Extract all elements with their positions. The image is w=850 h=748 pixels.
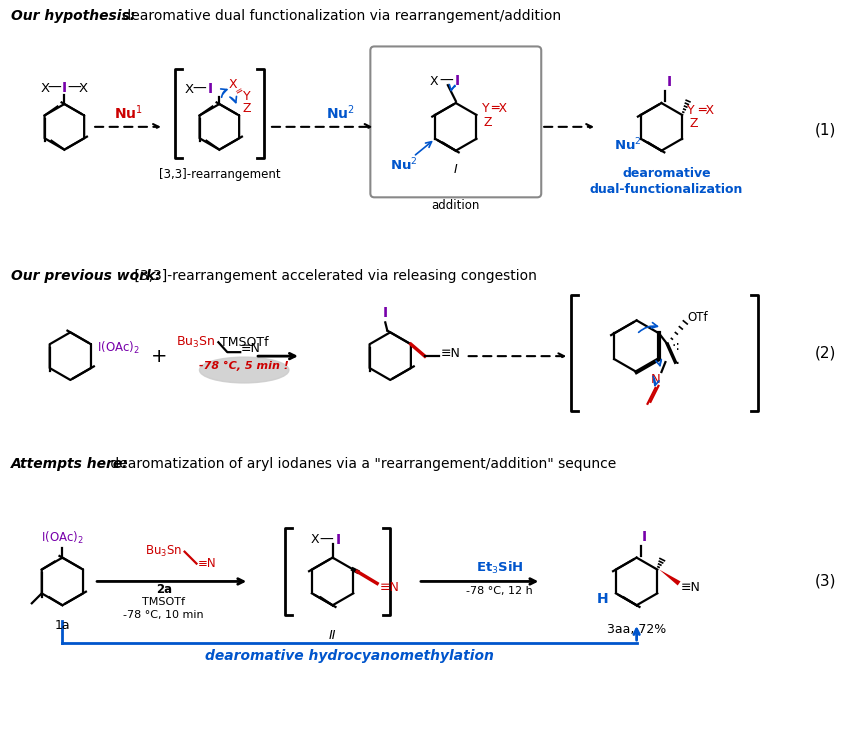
Text: I: I: [454, 162, 457, 176]
Text: I(OAc)$_2$: I(OAc)$_2$: [97, 340, 140, 356]
Text: -78 °C, 10 min: -78 °C, 10 min: [123, 610, 204, 620]
Text: (2): (2): [814, 346, 836, 361]
Text: Nu$^1$: Nu$^1$: [114, 104, 143, 122]
Text: Bu$_3$Sn: Bu$_3$Sn: [145, 544, 182, 560]
Text: ≡N: ≡N: [197, 557, 216, 570]
Text: —: —: [439, 74, 453, 88]
Text: Nu$^2$: Nu$^2$: [389, 156, 417, 173]
Text: [3,3]-rearrangement: [3,3]-rearrangement: [159, 168, 280, 180]
Text: I: I: [336, 533, 341, 547]
Polygon shape: [660, 569, 681, 586]
Text: 1a: 1a: [54, 619, 71, 632]
Text: Z: Z: [243, 102, 252, 115]
Text: ·:: ·:: [672, 339, 680, 353]
Text: I: I: [382, 307, 388, 320]
Text: +: +: [150, 346, 167, 366]
Text: Z: Z: [484, 117, 492, 129]
Text: OTf: OTf: [688, 311, 708, 324]
Text: —: —: [193, 82, 207, 96]
Text: X: X: [79, 82, 88, 95]
Text: I: I: [667, 75, 672, 89]
Text: Our previous work:: Our previous work:: [11, 269, 161, 283]
Text: 2a: 2a: [156, 583, 172, 596]
Text: dearomatization of aryl iodanes via a "rearrangement/addition" sequnce: dearomatization of aryl iodanes via a "r…: [106, 457, 616, 471]
Text: ≡N: ≡N: [440, 346, 461, 360]
Text: Attempts here:: Attempts here:: [11, 457, 128, 471]
Text: Nu$^2$: Nu$^2$: [326, 104, 355, 122]
Text: X: X: [41, 82, 50, 95]
Text: I(OAc)$_2$: I(OAc)$_2$: [41, 530, 84, 546]
Text: N: N: [650, 373, 660, 387]
Text: Z: Z: [689, 117, 698, 130]
Text: dearomative hydrocyanomethylation: dearomative hydrocyanomethylation: [205, 649, 494, 663]
Text: Our hypothesis:: Our hypothesis:: [11, 9, 135, 22]
Text: I: I: [642, 530, 647, 544]
Text: ≡N: ≡N: [681, 581, 701, 594]
Text: I: I: [208, 82, 213, 96]
Text: addition: addition: [432, 199, 480, 212]
Text: —: —: [67, 81, 82, 95]
Text: Et$_3$SiH: Et$_3$SiH: [476, 560, 524, 576]
Text: TMSOTf: TMSOTf: [142, 598, 185, 607]
Text: Y: Y: [688, 105, 695, 117]
Text: Y: Y: [482, 102, 490, 115]
Text: -78 °C, 5 min !: -78 °C, 5 min !: [199, 361, 289, 371]
Text: ═X: ═X: [698, 105, 714, 117]
Ellipse shape: [200, 357, 289, 383]
Text: dearomative dual functionalization via rearrangement/addition: dearomative dual functionalization via r…: [118, 9, 561, 22]
Text: Nu$^2$: Nu$^2$: [614, 136, 642, 153]
Text: dearomative
dual-functionalization: dearomative dual-functionalization: [590, 167, 743, 195]
Text: ═X: ═X: [491, 102, 507, 115]
Text: -78 °C, 12 h: -78 °C, 12 h: [466, 586, 533, 596]
Text: TMSOTf: TMSOTf: [220, 336, 269, 349]
Text: —: —: [320, 533, 333, 547]
FancyBboxPatch shape: [371, 46, 541, 197]
Text: I: I: [62, 81, 67, 95]
Text: II: II: [329, 629, 337, 642]
Text: X: X: [429, 75, 439, 88]
Text: I: I: [456, 74, 461, 88]
Text: ≡N: ≡N: [241, 342, 260, 355]
Text: [3,3]-rearrangement accelerated via releasing congestion: [3,3]-rearrangement accelerated via rele…: [130, 269, 537, 283]
Text: Bu$_3$Sn: Bu$_3$Sn: [176, 334, 215, 350]
Text: X: X: [229, 78, 237, 91]
Text: X: X: [185, 82, 194, 96]
Text: (1): (1): [814, 123, 836, 138]
Text: ·: ·: [675, 355, 680, 373]
Text: ═: ═: [235, 86, 244, 98]
Text: X: X: [310, 533, 319, 546]
Text: ≡N: ≡N: [380, 581, 400, 594]
Text: Y: Y: [243, 90, 251, 102]
Text: H: H: [597, 592, 609, 607]
Text: (3): (3): [814, 574, 836, 589]
Text: —: —: [48, 81, 61, 95]
Text: 3aa, 72%: 3aa, 72%: [607, 623, 666, 636]
